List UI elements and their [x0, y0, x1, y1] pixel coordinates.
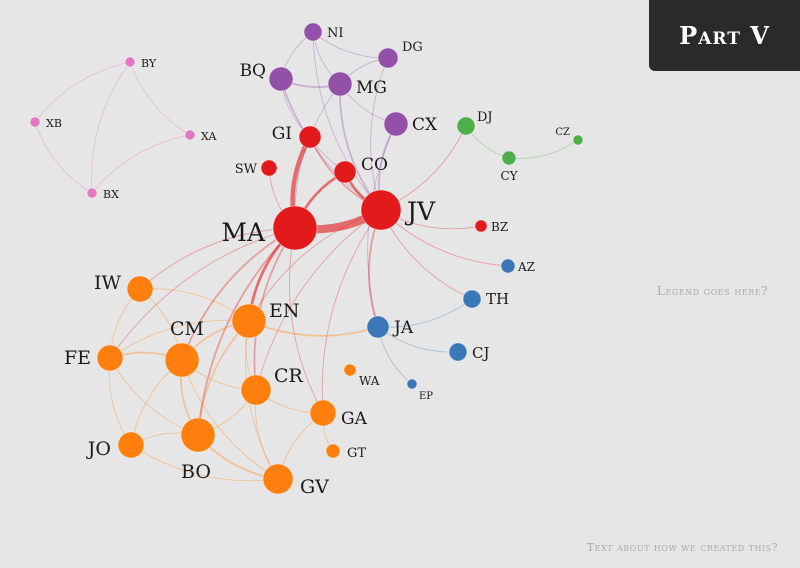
- node-gv[interactable]: [262, 463, 294, 495]
- part-title: Part V: [679, 21, 770, 50]
- node-gt[interactable]: [325, 443, 341, 459]
- node-ni[interactable]: [303, 22, 323, 42]
- node-dj[interactable]: [456, 116, 476, 136]
- node-label-ga: GA: [341, 409, 368, 429]
- node-label-iw: IW: [94, 272, 122, 294]
- node-ga[interactable]: [309, 399, 337, 427]
- edge-jv-en: [248, 209, 382, 322]
- node-bq[interactable]: [268, 66, 294, 92]
- node-label-xa: XA: [201, 130, 217, 143]
- edge-by-bx: [91, 61, 131, 194]
- node-fe[interactable]: [96, 344, 124, 372]
- edges-layer: [34, 31, 579, 482]
- node-cm[interactable]: [164, 342, 200, 378]
- node-label-gi: GI: [272, 124, 292, 144]
- edge-ma-bo: [197, 227, 296, 436]
- edge-jv-cr: [255, 209, 382, 391]
- edge-xb-bx: [34, 121, 93, 194]
- node-jo[interactable]: [117, 431, 145, 459]
- node-gi[interactable]: [298, 125, 322, 149]
- node-ep[interactable]: [406, 378, 418, 390]
- node-label-bo: BO: [181, 461, 211, 483]
- edge-en-ja: [248, 320, 379, 337]
- nodes-layer: [29, 22, 584, 495]
- edge-cm-gv: [181, 359, 279, 480]
- node-wa[interactable]: [343, 363, 357, 377]
- node-label-jo: JO: [86, 438, 111, 460]
- node-xa[interactable]: [184, 129, 196, 141]
- node-label-wa: WA: [359, 374, 380, 388]
- node-label-bz: BZ: [491, 220, 508, 234]
- node-label-co: CO: [361, 155, 388, 175]
- node-xb[interactable]: [29, 116, 41, 128]
- node-en[interactable]: [231, 303, 267, 339]
- edge-ma-fe: [109, 227, 296, 359]
- node-cr[interactable]: [240, 374, 272, 406]
- node-label-fe: FE: [64, 347, 91, 369]
- edge-cy-cz: [508, 139, 579, 159]
- node-ja[interactable]: [366, 315, 390, 339]
- edge-jv-az: [380, 209, 509, 267]
- node-label-cr: CR: [274, 365, 304, 387]
- edge-by-xb: [34, 61, 131, 123]
- node-label-cj: CJ: [472, 344, 490, 362]
- node-jv[interactable]: [360, 189, 402, 231]
- node-cx[interactable]: [383, 111, 409, 137]
- node-mg[interactable]: [327, 71, 353, 97]
- edge-ni-dg: [312, 31, 389, 59]
- node-label-ma: MA: [221, 218, 266, 247]
- node-label-cx: CX: [412, 115, 438, 135]
- node-label-cz: CZ: [555, 127, 570, 138]
- node-co[interactable]: [333, 160, 357, 184]
- edge-jo-gv: [130, 444, 279, 482]
- edge-ja-th: [377, 298, 473, 328]
- node-bx[interactable]: [86, 187, 98, 199]
- node-by[interactable]: [124, 56, 136, 68]
- node-th[interactable]: [462, 289, 482, 309]
- node-cy[interactable]: [501, 150, 517, 166]
- node-label-dj: DJ: [477, 110, 493, 125]
- node-label-bx: BX: [103, 188, 119, 201]
- credit-note: Text about how we created this?: [586, 541, 778, 554]
- node-label-by: BY: [141, 57, 157, 70]
- edge-ni-jv: [312, 31, 382, 211]
- node-label-gv: GV: [300, 476, 329, 498]
- node-label-th: TH: [486, 290, 509, 308]
- node-cz[interactable]: [572, 134, 584, 146]
- node-label-gt: GT: [347, 446, 366, 461]
- node-sw[interactable]: [260, 159, 278, 177]
- part-title-box: Part V: [649, 0, 800, 71]
- edge-ma-ga: [288, 227, 324, 414]
- node-bo[interactable]: [180, 417, 216, 453]
- node-label-dg: DG: [402, 40, 423, 55]
- node-label-cy: CY: [500, 169, 518, 183]
- edge-by-xa: [129, 61, 191, 136]
- node-label-jv: JV: [404, 197, 436, 226]
- node-label-ni: NI: [327, 26, 344, 41]
- edge-jv-ga: [321, 209, 382, 414]
- node-label-en: EN: [269, 300, 300, 322]
- legend-placeholder: Legend goes here?: [657, 284, 768, 298]
- node-label-sw: SW: [235, 162, 258, 177]
- node-label-cm: CM: [170, 318, 204, 340]
- node-label-mg: MG: [356, 78, 387, 98]
- node-dg[interactable]: [377, 47, 399, 69]
- node-bz[interactable]: [474, 219, 488, 233]
- edge-ja-cj: [377, 326, 459, 353]
- node-cj[interactable]: [448, 342, 468, 362]
- edge-xa-bx: [91, 134, 191, 194]
- node-label-ja: JA: [392, 318, 414, 338]
- node-label-bq: BQ: [240, 61, 266, 81]
- node-az[interactable]: [500, 258, 516, 274]
- node-ma[interactable]: [272, 205, 318, 251]
- labels-layer: NI DG BQ MG CX GI CO SW MA JV BZ BY XB XA BX DJ CY CZ AZ TH…: [46, 26, 570, 498]
- node-label-xb: XB: [46, 117, 62, 130]
- node-label-az: AZ: [517, 260, 535, 274]
- node-iw[interactable]: [126, 275, 154, 303]
- node-label-ep: EP: [419, 391, 433, 402]
